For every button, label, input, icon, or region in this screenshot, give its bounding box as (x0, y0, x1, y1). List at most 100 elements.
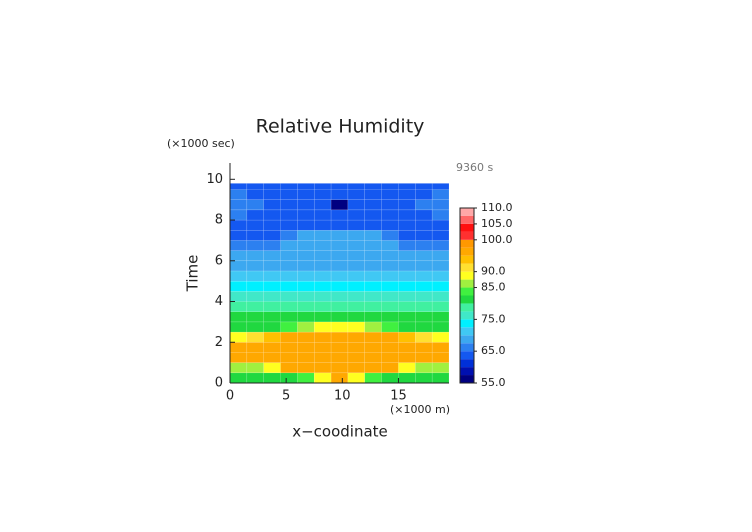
field-cell (263, 352, 281, 363)
field-cell (313, 301, 332, 312)
field-cell (280, 342, 298, 353)
field-cell (229, 189, 248, 200)
field-cell (364, 199, 382, 211)
field-cell (398, 219, 416, 231)
field-cell (398, 280, 416, 292)
field-cell (364, 270, 382, 282)
field-cell (246, 199, 264, 211)
field-cell (229, 362, 248, 374)
colorbar-segment (460, 208, 474, 216)
y-tick-label: 0 (215, 376, 223, 391)
colorbar-tick-label: 90.0 (481, 265, 506, 278)
field-cell (313, 291, 332, 302)
field-cell (313, 362, 332, 374)
field-cell (330, 219, 349, 231)
field-cell (381, 301, 399, 312)
field-cell (246, 183, 264, 190)
field-cell (398, 199, 416, 211)
field-cell (364, 219, 382, 231)
colorbar-tick-label: 105.0 (481, 217, 513, 230)
y-axis-label: Time (184, 255, 202, 293)
field-cell (415, 270, 433, 282)
colorbar-tick-label: 75.0 (481, 312, 506, 325)
field-cell (280, 240, 298, 251)
colorbar-tick-label: 55.0 (481, 376, 506, 389)
field-cell (415, 352, 433, 363)
field-cell (280, 229, 298, 241)
field-cell (263, 362, 281, 374)
field-cell (297, 362, 315, 374)
field-cell (330, 183, 349, 190)
field-cell (313, 209, 332, 221)
colorbar-segment (460, 343, 474, 352)
field-cell (313, 260, 332, 272)
field-cell (381, 291, 399, 302)
field-cell (229, 301, 248, 312)
field-cell (431, 291, 450, 302)
colorbar-segment (460, 367, 474, 376)
field-cell (347, 270, 366, 282)
field-cell (229, 280, 248, 292)
field-cell (263, 229, 281, 241)
field-cell (431, 189, 450, 200)
field-cell (330, 311, 349, 323)
colorbar-segment (460, 263, 474, 272)
field-cell (280, 250, 298, 262)
field-cell (381, 372, 399, 384)
field-cell (313, 250, 332, 262)
field-cell (297, 342, 315, 353)
field-cell (398, 342, 416, 353)
field-cell (398, 229, 416, 241)
colorbar-segment (460, 255, 474, 264)
x-axis-label: x−coodinate (292, 423, 388, 441)
field-cell (330, 352, 349, 363)
field-cell (297, 250, 315, 262)
field-cell (431, 301, 450, 312)
field-cell (431, 240, 450, 251)
colorbar-tick-label: 85.0 (481, 281, 506, 294)
field-cell (347, 362, 366, 374)
field-cell (364, 321, 382, 333)
field-cell (347, 372, 366, 384)
field-cell (246, 260, 264, 272)
field-cell (431, 331, 450, 343)
field-cell (297, 189, 315, 200)
colorbar-segment (460, 359, 474, 368)
field-cell (229, 240, 248, 251)
field-cell (263, 331, 281, 343)
field-cell (347, 199, 366, 211)
field-cell (229, 250, 248, 262)
field-cell (398, 250, 416, 262)
field-cell (280, 270, 298, 282)
field-cell (431, 362, 450, 374)
y-tick-label: 8 (215, 213, 223, 228)
colorbar-tick-label: 100.0 (481, 233, 513, 246)
field-cell (330, 189, 349, 200)
field-cell (347, 311, 366, 323)
field-cell (246, 189, 264, 200)
field-cell (415, 321, 433, 333)
field-cell (330, 342, 349, 353)
field-cell (229, 229, 248, 241)
colorbar-frame (459, 207, 475, 384)
field-cell (229, 372, 248, 384)
x-tick-label: 0 (226, 389, 234, 404)
field-cell (229, 321, 248, 333)
field-cell (263, 301, 281, 312)
field-cell (431, 260, 450, 272)
colorbar-segment (460, 223, 474, 232)
field-cell (381, 209, 399, 221)
field-cell (297, 352, 315, 363)
field-cell (246, 311, 264, 323)
field-cell (297, 209, 315, 221)
x-unit: (×1000 m) (390, 403, 450, 416)
field-cell (263, 311, 281, 323)
field-cell (280, 352, 298, 363)
field-cell (398, 311, 416, 323)
field-cell (347, 260, 366, 272)
field-cell (313, 331, 332, 343)
x-tick-label: 15 (390, 389, 407, 404)
y-tick-label: 10 (206, 172, 223, 187)
field-cell (280, 199, 298, 211)
